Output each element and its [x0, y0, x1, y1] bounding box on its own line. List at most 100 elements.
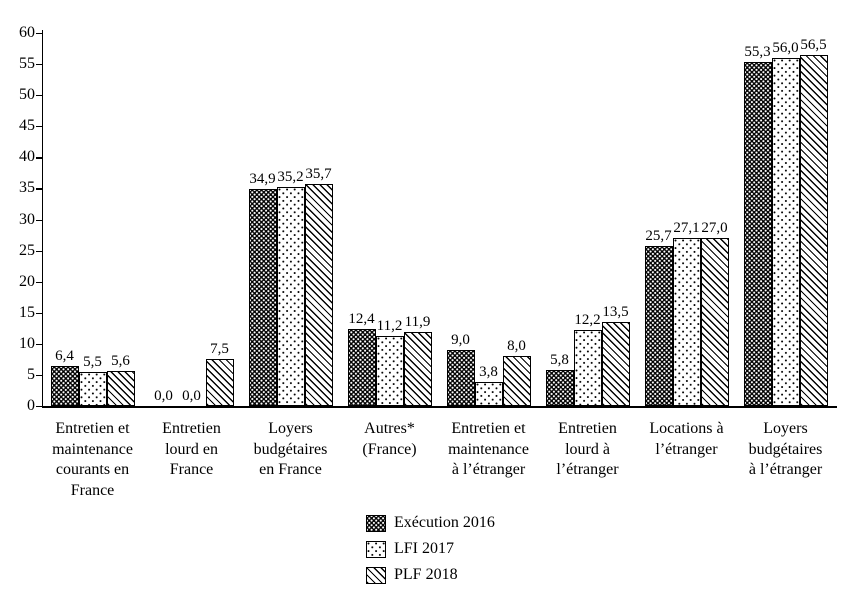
- bar-ex-cution-2016: [50, 366, 79, 406]
- x-axis-line: [41, 406, 837, 408]
- y-axis-tick: [35, 312, 42, 314]
- bar-value-label: 56,0: [772, 39, 799, 56]
- bar-value-label: 56,5: [800, 36, 827, 53]
- bar-value-label: 0,0: [154, 388, 173, 404]
- bar-value-label: 3,8: [479, 364, 498, 381]
- y-axis-tick: [35, 95, 42, 97]
- bar-value-label: 55,3: [744, 44, 771, 61]
- x-axis-category-label: Entretien lourd à l’étranger: [556, 420, 619, 478]
- y-axis-tick-label: 25: [19, 241, 35, 259]
- bar-value-label: 5,8: [550, 351, 569, 368]
- legend-label: Exécution 2016: [394, 514, 495, 531]
- bar-ex-cution-2016: [446, 350, 475, 406]
- bar-plf-2018: [799, 54, 828, 406]
- x-axis-category-label: Entretien et maintenance à l’étranger: [448, 420, 529, 478]
- bar-group: 6,4 5,5 5,6: [43, 33, 142, 406]
- bar-value-label: 8,0: [507, 338, 526, 355]
- bar-value-label: 9,0: [451, 332, 470, 349]
- bar-value-label: 6,4: [55, 348, 74, 365]
- bar-group: 9,0 3,8 8,0: [439, 33, 538, 406]
- y-axis-tick-label: 60: [19, 24, 35, 41]
- bar-value-label: 25,7: [645, 228, 672, 245]
- y-axis-tick-label: 50: [19, 86, 35, 104]
- y-axis-tick: [35, 250, 42, 252]
- legend-item: Exécution 2016: [366, 514, 495, 532]
- bar-value-label: 7,5: [210, 341, 229, 358]
- legend-swatch-white-with-black-dots: [366, 540, 386, 558]
- bar-plf-2018: [403, 332, 432, 406]
- plot-area: 6,4 5,5 5,6 0,0 0,0 7,5 34,9 35,2 35,7 12,4 11,2 11…: [43, 33, 835, 406]
- bar-plf-2018: [700, 238, 729, 406]
- bar-value-label: 5,6: [111, 353, 130, 370]
- y-axis-tick-label: 35: [19, 179, 35, 197]
- bar-plf-2018: [106, 371, 135, 406]
- bar-value-label: 11,2: [376, 318, 403, 335]
- bar-ex-cution-2016: [347, 328, 376, 406]
- x-axis-category-label: Autres* (France): [362, 420, 417, 458]
- bar-value-label: 13,5: [602, 304, 629, 321]
- bar-value-label: 12,4: [348, 310, 375, 327]
- y-axis-tick-label: 45: [19, 117, 35, 135]
- bar-plf-2018: [502, 356, 531, 406]
- y-axis-tick: [35, 343, 42, 346]
- bar-value-label: 27,0: [701, 220, 728, 237]
- bar-lfi-2017: [672, 237, 701, 406]
- y-axis-tick-label: 30: [19, 210, 35, 228]
- bar-value-label: 11,9: [404, 314, 431, 331]
- y-axis-tick-label: 15: [19, 303, 35, 321]
- y-axis-tick-label: 0: [27, 397, 35, 414]
- y-axis-tick-label: 10: [19, 334, 35, 352]
- bar-value-label: 35,2: [277, 169, 304, 186]
- legend-label: LFI 2017: [394, 540, 454, 557]
- bar-lfi-2017: [375, 336, 404, 406]
- bar-group: 25,7 27,1 27,0: [637, 33, 736, 406]
- bar-group: 12,4 11,2 11,9: [340, 33, 439, 406]
- y-axis-tick: [35, 188, 42, 190]
- legend-item: LFI 2017: [366, 540, 495, 558]
- y-axis-tick-label: 20: [19, 272, 35, 290]
- bar-lfi-2017: [771, 57, 800, 406]
- y-axis-tick: [35, 64, 42, 66]
- bar-value-label: 0,0: [182, 388, 201, 404]
- y-axis-tick: [35, 374, 42, 377]
- bar-plf-2018: [304, 184, 333, 406]
- bar-lfi-2017: [276, 187, 305, 406]
- y-axis-line: [41, 30, 43, 408]
- y-axis-tick: [35, 281, 42, 283]
- bar-group: 0,0 0,0 7,5: [142, 33, 241, 406]
- y-axis-tick: [35, 406, 42, 408]
- bar-value-label: 27,1: [673, 219, 700, 236]
- y-axis-tick-label: 5: [27, 365, 35, 383]
- y-axis-tick-label: 55: [19, 55, 35, 73]
- y-axis-tick: [35, 219, 42, 221]
- bar-plf-2018: [205, 359, 234, 406]
- bar-group: 34,9 35,2 35,7: [241, 33, 340, 406]
- x-axis-category-label: Entretien et maintenance courants en Fra…: [52, 420, 133, 499]
- legend-swatch-black-with-white-dots: [366, 514, 386, 532]
- x-axis-category-label: Entretien lourd en France: [162, 420, 221, 478]
- legend-item: PLF 2018: [366, 566, 495, 584]
- legend: Exécution 2016 LFI 2017 PLF 2018: [366, 514, 495, 592]
- x-axis-category-label: Locations à l’étranger: [649, 420, 724, 458]
- bar-value-label: 35,7: [305, 166, 332, 183]
- bar-group: 55,3 56,0 56,5: [736, 33, 835, 406]
- legend-label: PLF 2018: [394, 566, 458, 583]
- y-axis-tick: [35, 33, 42, 35]
- bar-lfi-2017: [573, 330, 602, 406]
- bar-value-label: 12,2: [574, 312, 601, 329]
- bar-value-label: 34,9: [249, 171, 276, 188]
- bar-ex-cution-2016: [644, 246, 673, 406]
- y-axis-tick: [35, 126, 42, 128]
- bar-plf-2018: [601, 322, 630, 406]
- bar-ex-cution-2016: [248, 189, 277, 406]
- bar-lfi-2017: [78, 371, 107, 406]
- bar-lfi-2017: [474, 382, 503, 406]
- x-axis-category-label: Loyers budgétaires à l’étranger: [748, 420, 823, 478]
- x-axis-category-label: Loyers budgétaires en France: [253, 420, 328, 478]
- bar-ex-cution-2016: [545, 369, 574, 406]
- bar-ex-cution-2016: [743, 62, 772, 406]
- y-axis-tick-label: 40: [19, 148, 35, 166]
- bar-group: 5,8 12,2 13,5: [538, 33, 637, 406]
- y-axis-tick: [35, 157, 42, 159]
